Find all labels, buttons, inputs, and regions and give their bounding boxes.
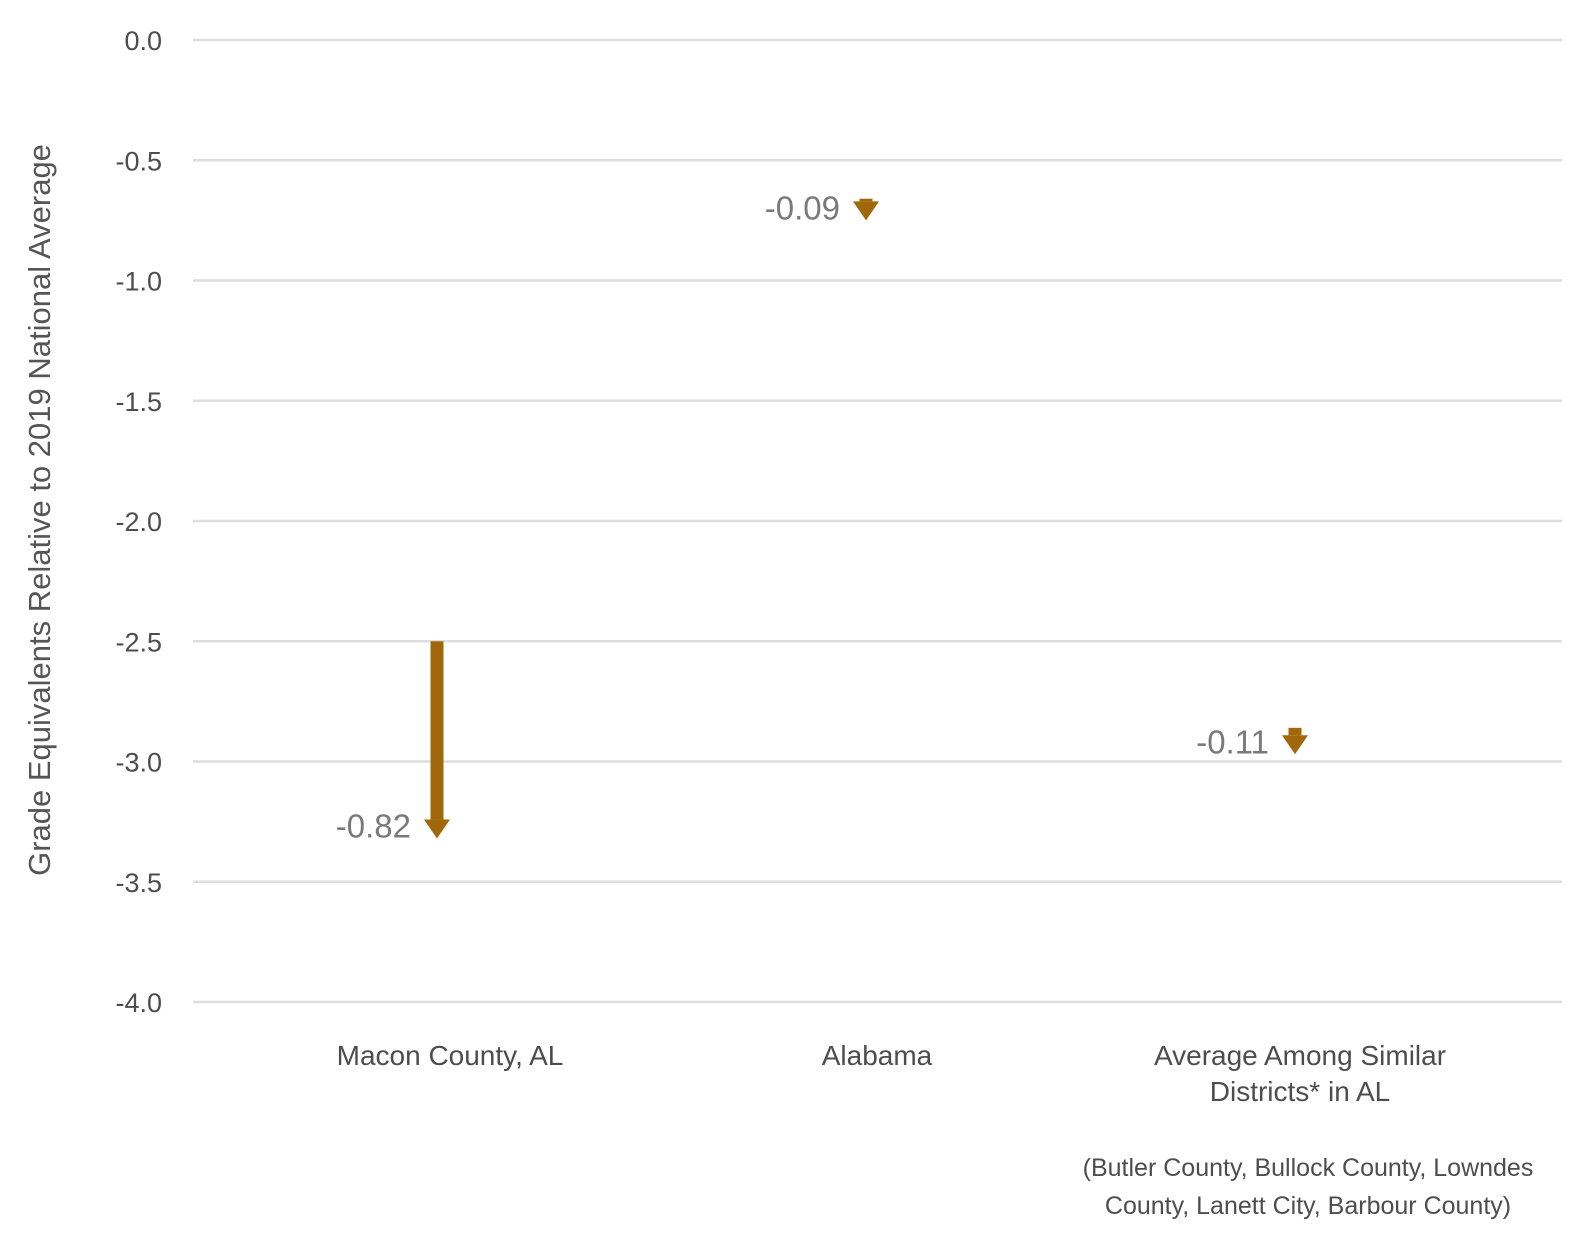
arrow-head: [1282, 735, 1308, 755]
y-tick-label: -3.0: [115, 748, 162, 778]
y-tick-label: -1.0: [115, 267, 162, 297]
y-tick-label: 0.0: [124, 26, 162, 56]
gridlines: [193, 38, 1562, 1004]
footnote-line: (Butler County, Bullock County, Lowndes: [1083, 1154, 1534, 1182]
arrow-head: [424, 819, 450, 839]
footnote-line: County, Lanett City, Barbour County): [1105, 1192, 1511, 1220]
y-axis-label: Grade Equivalents Relative to 2019 Natio…: [22, 144, 57, 876]
category-label: Districts* in AL: [1210, 1076, 1391, 1107]
arrow-head: [853, 201, 879, 221]
data-label: -0.82: [336, 807, 411, 844]
y-tick-label: -3.5: [115, 868, 162, 898]
y-tick-label: -4.0: [115, 988, 162, 1018]
category-labels: Macon County, AL Alabama Average Among Sim…: [337, 1040, 1446, 1107]
y-tick-label: -0.5: [115, 146, 162, 176]
y-tick-labels: 0.0 -0.5 -1.0 -1.5 -2.0 -2.5 -3.0 -3.5 -4.0: [115, 26, 162, 1018]
y-tick-label: -1.5: [115, 387, 162, 417]
arrow-shaft: [430, 641, 444, 820]
data-label: -0.09: [765, 189, 840, 226]
arrow-shaft: [859, 198, 873, 202]
arrows: -0.82 -0.09 -0.11: [336, 189, 1308, 844]
category-label: Alabama: [822, 1040, 933, 1071]
footnote: (Butler County, Bullock County, Lowndes C…: [1083, 1154, 1534, 1220]
category-label: Macon County, AL: [337, 1040, 564, 1071]
data-label: -0.11: [1196, 723, 1269, 760]
category-label: Average Among Similar: [1154, 1040, 1446, 1071]
y-tick-label: -2.0: [115, 507, 162, 537]
y-tick-label: -2.5: [115, 627, 162, 657]
arrow-shaft: [1288, 727, 1302, 736]
